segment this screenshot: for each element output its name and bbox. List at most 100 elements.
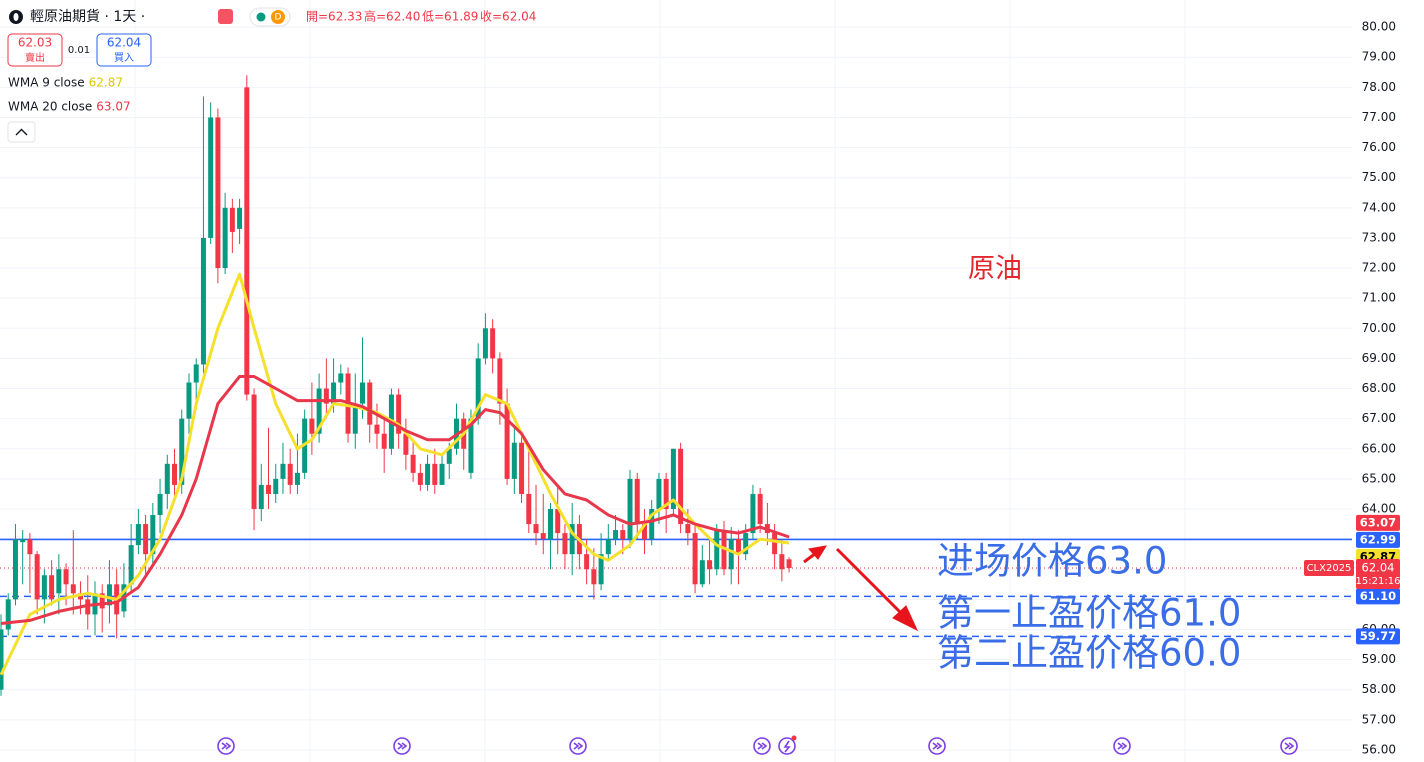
symbol-label: CLX2025 [1307, 563, 1352, 574]
candle-body [396, 394, 402, 434]
candle-body [237, 207, 243, 229]
candle-body [0, 629, 4, 690]
candle-body [273, 478, 279, 494]
ohlc-value: 收=62.04 [480, 10, 536, 24]
collapse-button[interactable] [7, 121, 36, 143]
y-tick-label: 79.00 [1362, 50, 1396, 64]
candle-body [179, 418, 185, 485]
candle-body [99, 593, 105, 609]
ohlc-value: 開=62.33 [306, 10, 362, 24]
price-label: 63.07 [1360, 515, 1396, 529]
candle-body [222, 207, 228, 269]
candle-body [367, 382, 373, 425]
event-icon[interactable] [1280, 737, 1298, 755]
event-icon[interactable] [753, 737, 771, 755]
y-tick-label: 58.00 [1362, 682, 1396, 696]
spread: 0.01 [68, 45, 90, 56]
candle-body [208, 117, 214, 238]
last-price-box [1356, 559, 1400, 590]
status-dot [256, 12, 266, 22]
price-label-box [1356, 514, 1400, 531]
flag-icon[interactable] [218, 9, 233, 24]
candle-body [533, 524, 539, 534]
candle-body [128, 545, 134, 585]
candle-body [714, 530, 720, 570]
price-label: 61.10 [1360, 589, 1396, 603]
candle-body [591, 569, 597, 585]
y-tick-label: 72.00 [1362, 261, 1396, 275]
candle-body [605, 539, 611, 555]
candle-body [287, 463, 293, 485]
chart-title: 輕原油期貨 · 1天 · [30, 8, 145, 25]
y-tick-label: 78.00 [1362, 80, 1396, 94]
buy-button[interactable] [96, 33, 152, 67]
candle-body [186, 382, 192, 419]
last-price-label: 62.04 [1362, 561, 1395, 575]
candle-body [70, 584, 76, 594]
candle-body [172, 463, 178, 485]
countdown: 15:21:16 [1356, 576, 1401, 587]
event-icon[interactable] [569, 737, 587, 755]
candle-body [562, 533, 568, 555]
event-dot [791, 735, 797, 741]
event-chevron [1117, 742, 1128, 750]
delay-badge-letter: D [275, 13, 282, 23]
candle-body [143, 524, 149, 555]
candle-body [150, 515, 156, 555]
candle-body [374, 424, 380, 434]
candles [0, 75, 792, 696]
event-icon[interactable] [1113, 737, 1131, 755]
y-tick-label: 70.00 [1362, 321, 1396, 335]
candle-body [504, 403, 510, 479]
y-tick-label: 65.00 [1362, 471, 1396, 485]
candle-body [425, 463, 431, 485]
candle-body [757, 493, 763, 525]
y-tick-label: 57.00 [1362, 712, 1396, 726]
event-chevron [397, 742, 408, 750]
candle-body [663, 478, 669, 510]
wma-line [0, 375, 790, 625]
sell-label: 賣出 [25, 51, 45, 64]
candle-body [699, 560, 705, 585]
wma-line [0, 272, 790, 676]
candle-body [547, 509, 553, 540]
legend-name: WMA 9 close [8, 76, 85, 90]
event-icon[interactable] [778, 737, 796, 755]
candle-body [34, 554, 40, 600]
sell-price: 62.03 [18, 36, 52, 50]
candle-body [331, 382, 337, 404]
candle-body [620, 530, 626, 540]
price-label-box [1356, 588, 1400, 605]
candle-body [432, 463, 438, 485]
event-icon[interactable] [393, 737, 411, 755]
collapse-icon [15, 128, 28, 136]
y-tick-label: 71.00 [1362, 291, 1396, 305]
y-tick-label: 74.00 [1362, 200, 1396, 214]
candle-body [634, 478, 640, 525]
y-tick-label: 59.00 [1362, 652, 1396, 666]
sell-button[interactable] [7, 33, 63, 67]
buy-price: 62.04 [107, 36, 141, 50]
candle-body [707, 560, 713, 570]
y-tick-label: 66.00 [1362, 441, 1396, 455]
candle-body [692, 533, 698, 585]
candle-body [670, 448, 676, 510]
event-icon[interactable] [928, 737, 946, 755]
candle-body [316, 388, 322, 434]
candle-body [381, 433, 387, 449]
arrow-small-head [808, 545, 828, 560]
candle-body [772, 533, 778, 555]
candle-body [352, 403, 358, 434]
candle-body [569, 524, 575, 555]
price-label-box [1356, 531, 1400, 548]
event-icon[interactable] [217, 737, 235, 755]
price-label: 59.77 [1360, 629, 1396, 643]
candle-body [215, 117, 221, 269]
candle-body [27, 539, 33, 555]
arrow-big-shaft [835, 547, 904, 616]
candle-body [598, 554, 604, 585]
ohlc-value: 高=62.40 [364, 9, 420, 24]
candle-body [678, 448, 684, 525]
symbol-icon-inner [13, 13, 19, 21]
y-tick-label: 67.00 [1362, 411, 1396, 425]
